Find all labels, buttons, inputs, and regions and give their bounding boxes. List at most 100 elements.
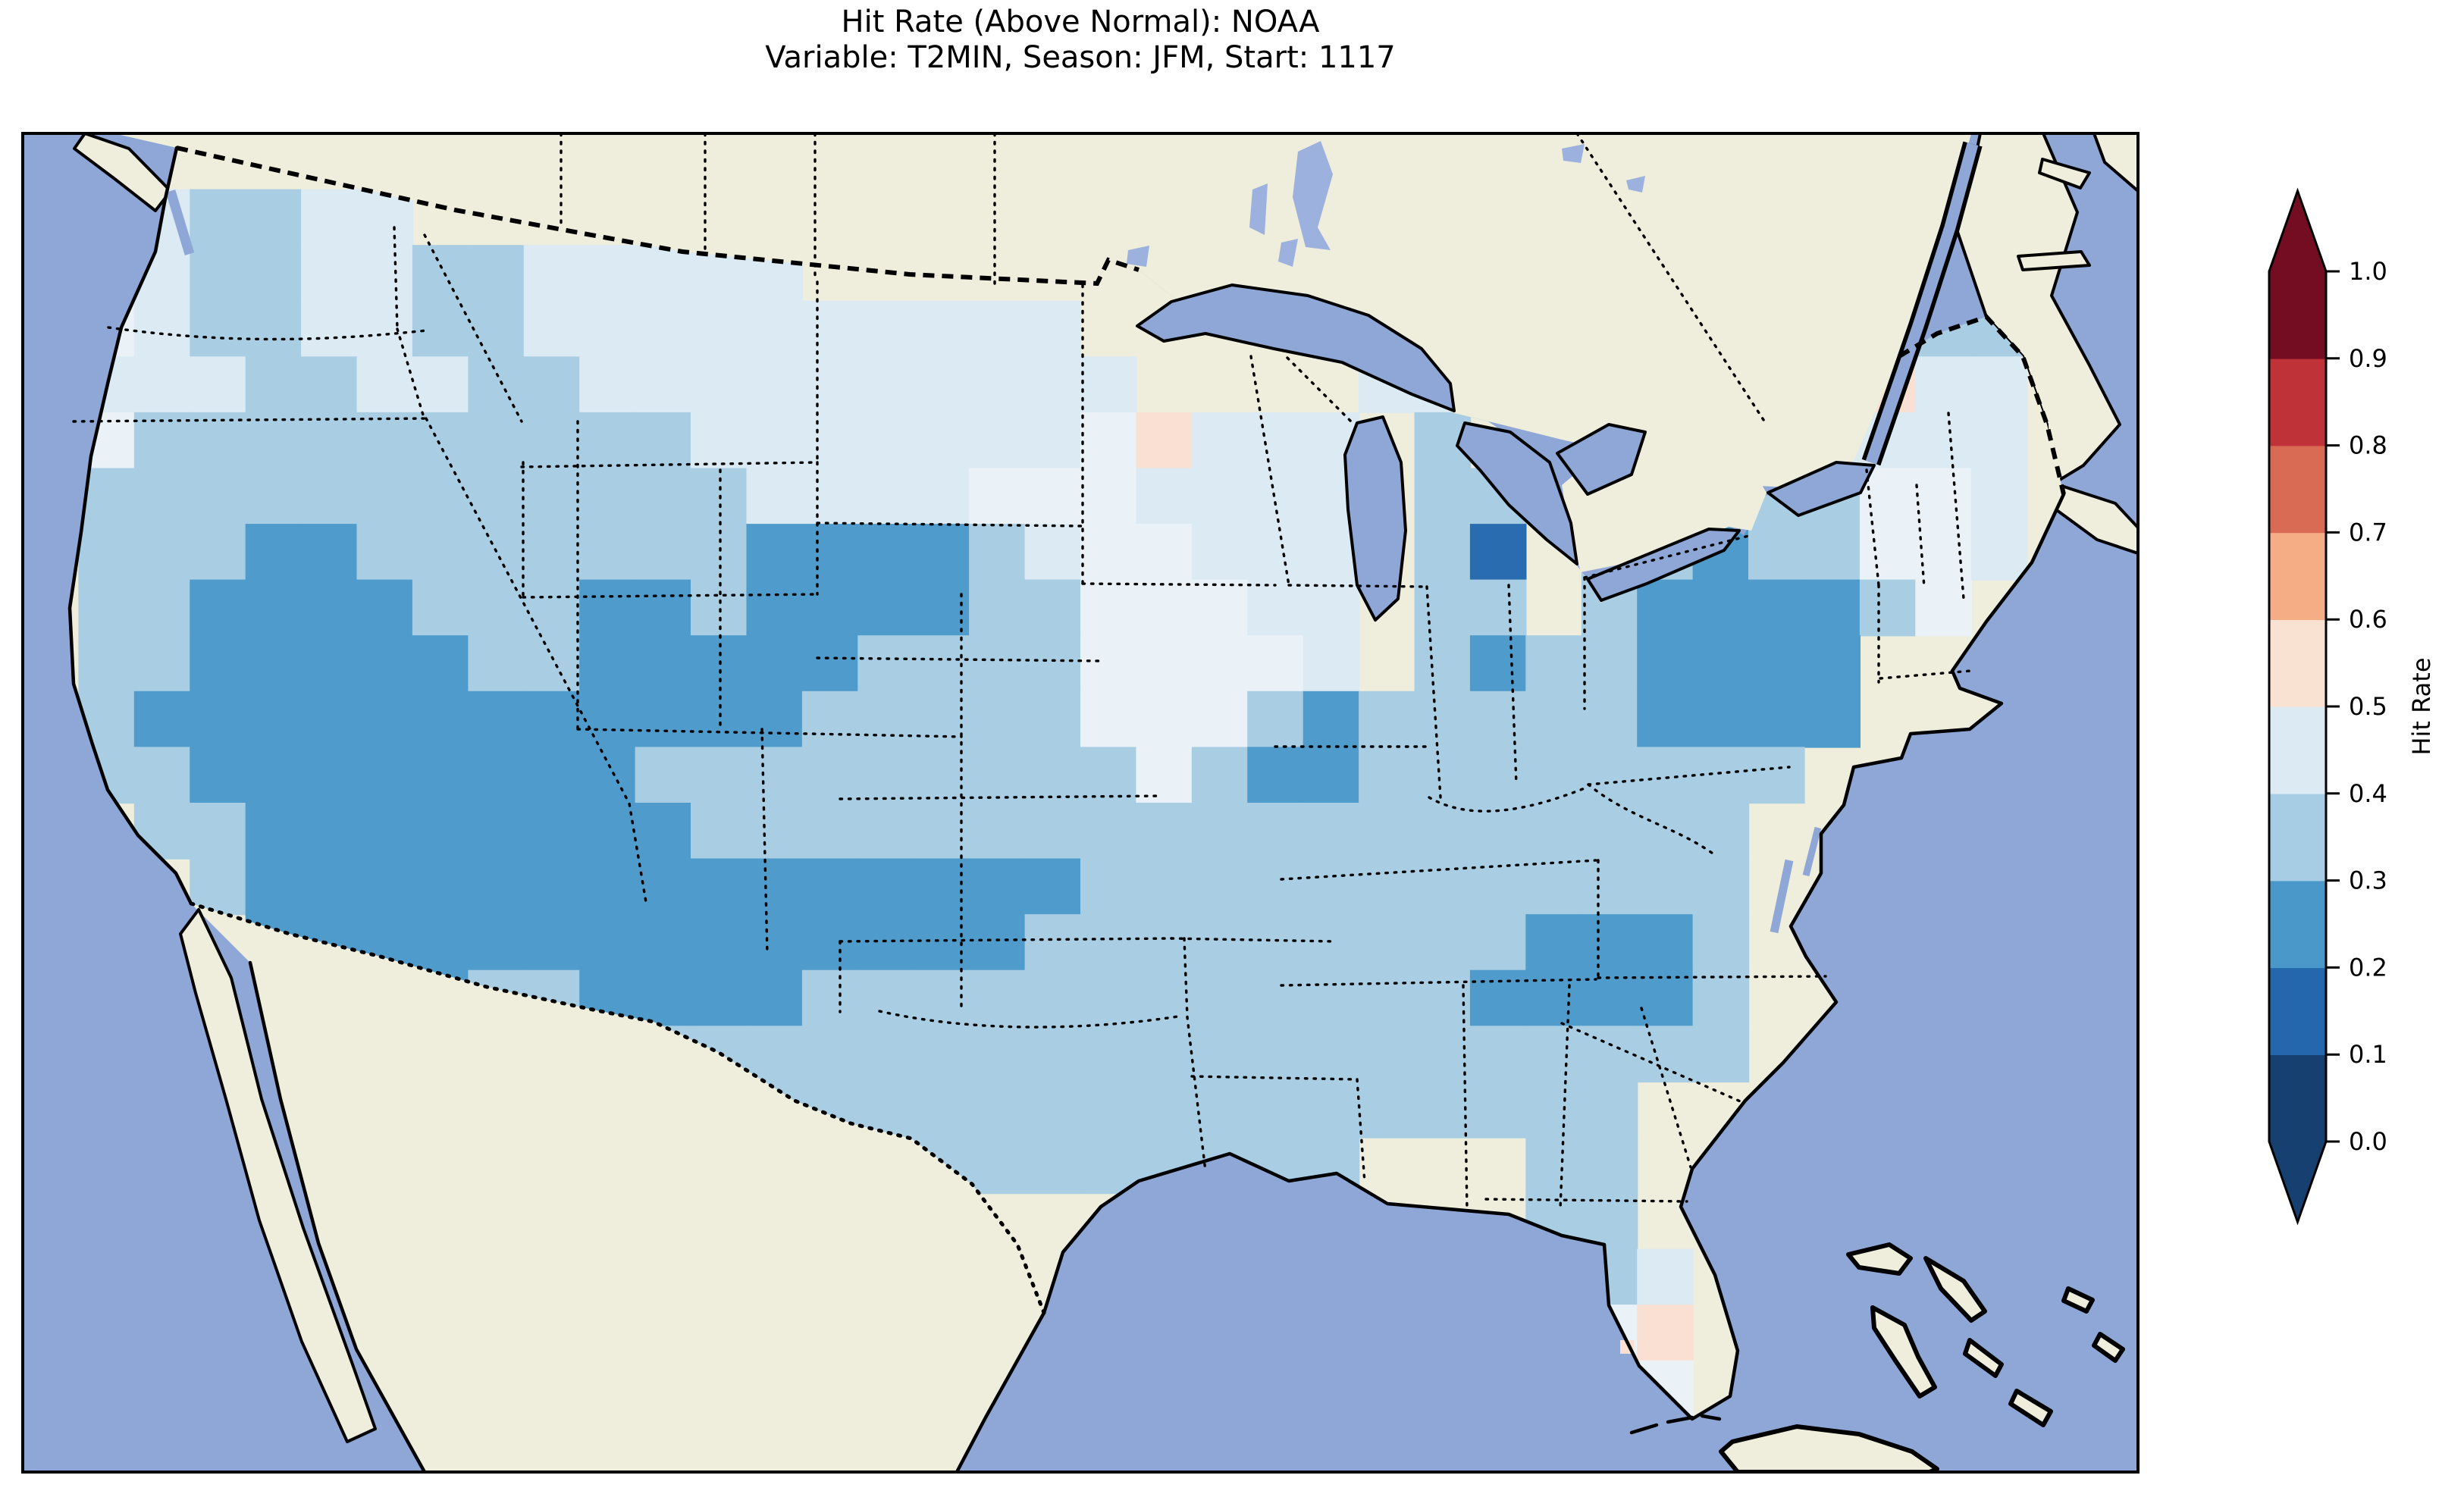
grid-cell [468,412,525,469]
grid-cell [1359,691,1415,748]
grid-cell [1080,1081,1137,1139]
caribbean-islands [1629,1242,2125,1472]
grid-cell [635,803,692,860]
grid-cell [1525,803,1582,860]
grid-cell [913,1081,970,1139]
grid-cell [691,858,748,916]
grid-cell [190,356,246,414]
grid-cell [635,524,692,581]
grid-cell [969,579,1026,637]
grid-cell [1359,803,1415,860]
colorbar: 0.0 0.1 0.2 0.3 0.4 0.5 0.6 0.7 0.8 0.9 1.0 Hit Rat… [2268,187,2436,1226]
grid-cell [1748,747,1805,804]
grid-cell [1692,691,1750,748]
grid-cell [1804,691,1861,748]
grid-cell [356,356,414,414]
grid-cell [635,635,692,692]
anticosti-island [2038,158,2091,189]
grid-cell [857,412,914,469]
grid-cell [1637,1248,1694,1306]
grid-cell [1191,747,1249,804]
grid-cell [1581,914,1638,971]
grid-cell [1247,747,1304,804]
grid-cell [1024,747,1082,804]
grid-cell [1748,579,1805,637]
grid-cell [356,579,414,637]
grid-cell [1637,1026,1694,1083]
grid-cell [1191,635,1249,692]
grid-cell [746,858,804,916]
grid-cell [1469,524,1527,581]
grid-cell [1024,803,1082,860]
grid-cell [1080,635,1137,692]
grid-cell [1414,635,1472,692]
grid-cell [579,245,636,302]
grid-cell [1080,858,1137,916]
grid-cell [913,468,970,525]
grid-cell [412,635,469,692]
grid-cell [1859,579,1917,637]
grid-cell [579,579,636,637]
grid-cell [190,635,246,692]
grid-cell [1080,524,1137,581]
grid-cell [857,635,914,692]
grid-cell [1136,412,1193,469]
grid-cell [691,524,748,581]
grid-cell [356,412,414,469]
grid-cell [523,245,581,302]
grid-cell [1303,858,1360,916]
grid-cell [412,468,469,525]
grid-cell [412,803,469,860]
grid-cell [635,300,692,358]
grid-cell [1469,747,1527,804]
grid-cell [1581,969,1638,1027]
grid-cell [1748,635,1805,692]
grid-cell [579,914,636,971]
grid-cell [857,747,914,804]
grid-cell [190,412,246,469]
grid-cell [412,858,469,916]
mexico-east-coast [955,1311,1046,1472]
grid-cell [523,468,581,525]
grid-cell [133,579,191,637]
st-lawrence-river [1865,143,1979,465]
grid-cell [1191,803,1249,860]
grid-cell [801,579,859,637]
grid-cell [1637,858,1694,916]
grid-cell [913,300,970,358]
grid-cell [1525,747,1582,804]
grid-cell [579,524,636,581]
canada-east-land [1955,133,2121,488]
title-line-2: Variable: T2MIN, Season: JFM, Start: 111… [765,40,1396,76]
grid-cell [301,300,358,358]
grid-cell [1804,579,1861,637]
grid-cell [1024,1026,1082,1083]
grid-cell [133,635,191,692]
grid-cell [1414,914,1472,971]
grid-cell [78,635,135,692]
grid-cell [468,300,525,358]
grid-cell [746,468,804,525]
grid-cell [857,969,914,1027]
grid-cell [1525,1081,1582,1139]
grid-cell [857,579,914,637]
colorbar-segment [2269,619,2326,707]
grid-cell [1024,969,1082,1027]
figure-title: Hit Rate (Above Normal): NOAA Variable: … [23,5,2138,76]
grid-cell [412,691,469,748]
grid-cell [190,579,246,637]
colorbar-segment [2269,706,2326,794]
colorbar-tick-label: 0.8 [2349,431,2387,460]
grid-cell [190,468,246,525]
grid-cell [523,412,581,469]
grid-cell [1692,969,1750,1027]
colorbar-tick-label: 0.7 [2349,518,2387,547]
grid-cell [301,468,358,525]
grid-cell [857,691,914,748]
grid-cell [1080,691,1137,748]
grid-cell [635,858,692,916]
grid-cell [1191,914,1249,971]
grid-cell [1303,969,1360,1027]
colorbar-tick-label: 0.4 [2349,779,2387,808]
grid-cell [1692,635,1750,692]
